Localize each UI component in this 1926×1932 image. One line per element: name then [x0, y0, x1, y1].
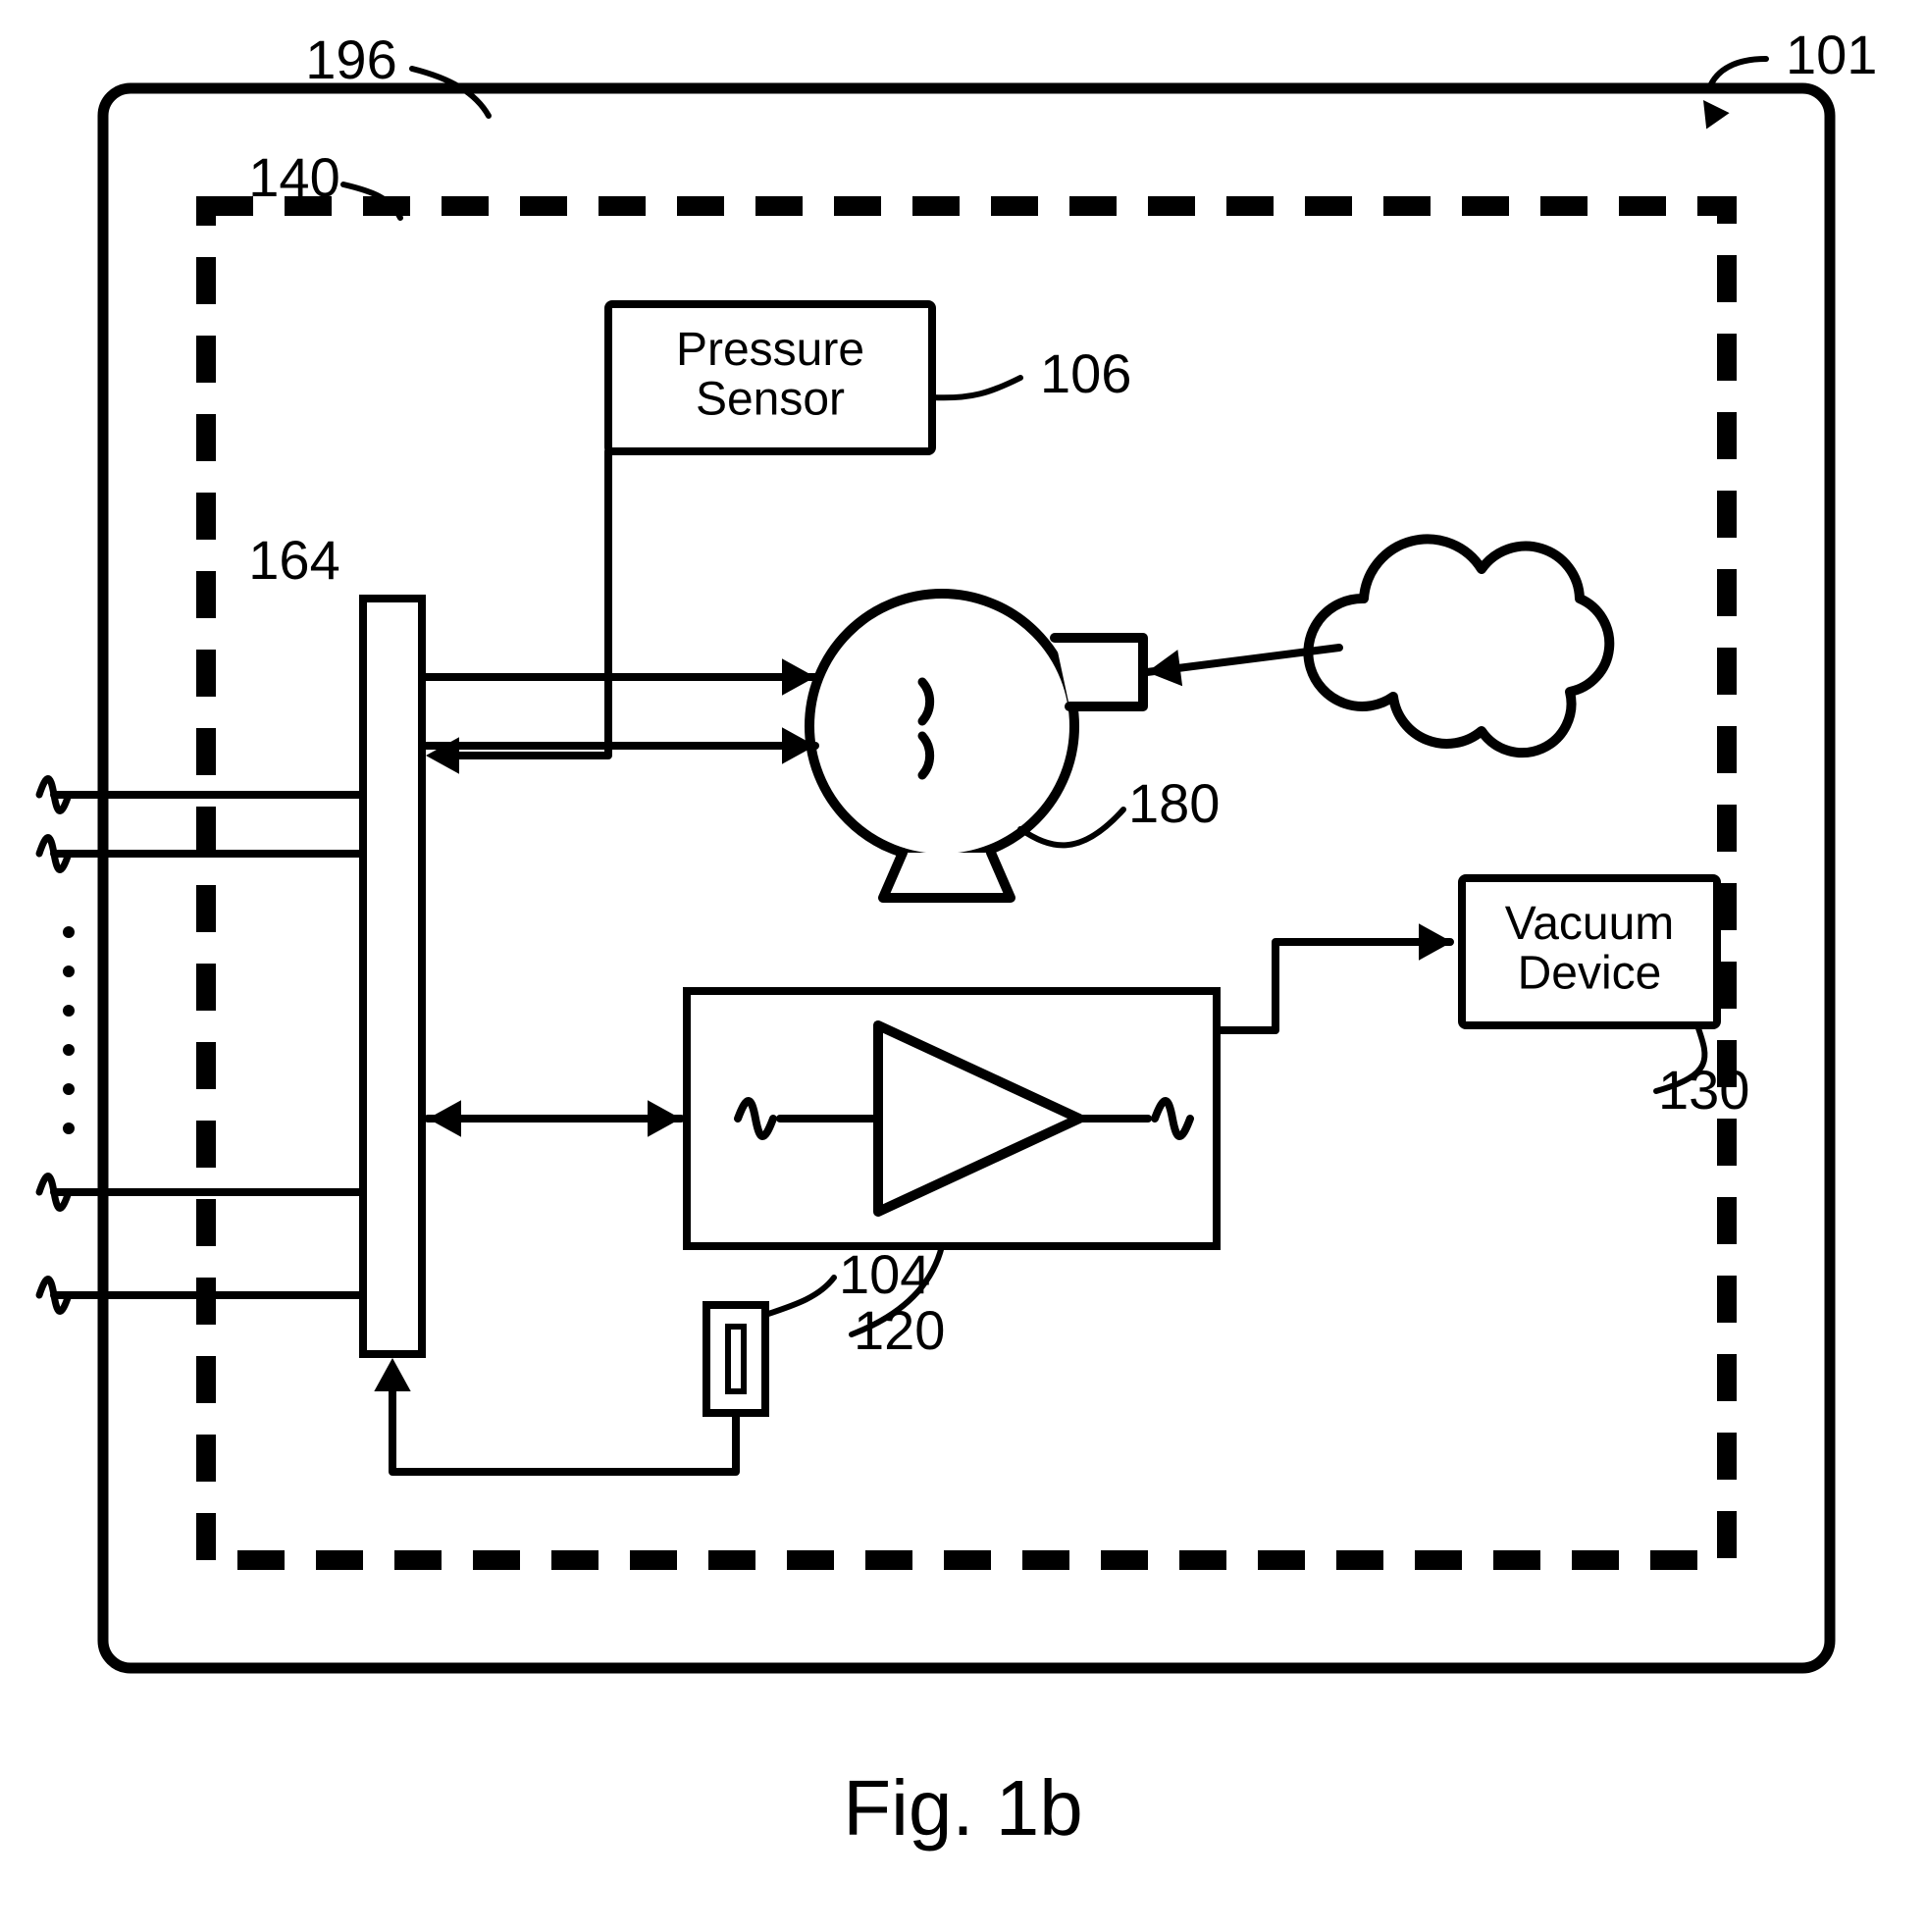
svg-text:PressureSensor: PressureSensor — [676, 324, 864, 425]
svg-text:Fig. 1b: Fig. 1b — [843, 1764, 1083, 1852]
svg-text:180: 180 — [1128, 772, 1220, 834]
svg-text:140: 140 — [248, 146, 339, 208]
svg-text:104: 104 — [839, 1243, 930, 1305]
svg-text:VacuumDevice: VacuumDevice — [1505, 898, 1675, 999]
svg-text:101: 101 — [1786, 24, 1877, 85]
svg-text:164: 164 — [248, 529, 339, 591]
svg-text:196: 196 — [305, 28, 396, 90]
svg-text:106: 106 — [1040, 342, 1131, 404]
